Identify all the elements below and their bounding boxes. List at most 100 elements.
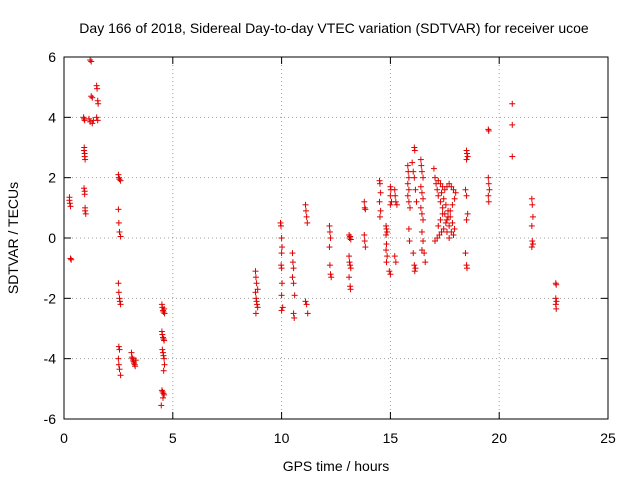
data-point <box>417 156 424 163</box>
data-point <box>392 259 399 266</box>
data-point <box>326 262 333 269</box>
data-point <box>376 180 383 187</box>
data-point <box>435 177 442 184</box>
data-point <box>86 115 93 122</box>
data-point <box>432 174 439 181</box>
data-point <box>302 201 309 208</box>
x-tick-label: 0 <box>60 430 68 446</box>
data-point <box>409 159 416 166</box>
data-point <box>278 250 285 257</box>
data-point <box>115 289 122 296</box>
data-point <box>553 281 560 288</box>
data-point <box>277 222 284 229</box>
data-point <box>418 162 425 169</box>
data-point <box>462 186 469 193</box>
data-point <box>417 183 424 190</box>
data-point <box>160 367 167 374</box>
data-point <box>346 259 353 266</box>
data-point <box>278 292 285 299</box>
data-point <box>462 250 469 257</box>
data-point <box>346 253 353 260</box>
data-point <box>411 174 418 181</box>
data-point <box>82 156 89 163</box>
data-point <box>447 213 454 220</box>
data-point <box>361 238 368 245</box>
data-point <box>411 268 418 275</box>
data-point <box>252 289 259 296</box>
x-tick-labels: 0 5 10 15 20 25 <box>60 430 616 446</box>
data-point <box>439 204 446 211</box>
data-point <box>437 198 444 205</box>
data-point <box>93 114 100 121</box>
data-point <box>361 204 368 211</box>
data-point <box>160 308 167 315</box>
data-point <box>290 310 297 317</box>
data-point <box>463 156 470 163</box>
data-point <box>387 201 394 208</box>
data-point <box>449 201 456 208</box>
data-point <box>254 301 261 308</box>
data-point <box>159 331 166 338</box>
data-point <box>327 271 334 278</box>
data-point <box>115 355 122 362</box>
data-point <box>89 94 96 101</box>
data-point <box>418 168 425 175</box>
data-point <box>383 259 390 266</box>
data-point <box>420 238 427 245</box>
data-point <box>441 186 448 193</box>
data-point <box>252 274 259 281</box>
data-point <box>413 198 420 205</box>
data-point <box>94 117 101 124</box>
x-tick-label: 25 <box>600 430 616 446</box>
data-point <box>376 213 383 220</box>
data-point <box>67 203 74 210</box>
data-point <box>88 93 95 100</box>
data-point <box>411 262 418 269</box>
data-point <box>347 262 354 269</box>
data-point <box>328 274 335 281</box>
data-point <box>553 305 560 312</box>
y-tick-label: -6 <box>44 411 57 427</box>
data-point <box>303 301 310 308</box>
data-point <box>116 346 123 353</box>
y-tick-label: 6 <box>48 49 56 65</box>
data-point <box>361 231 368 238</box>
data-point <box>303 213 310 220</box>
data-point <box>485 198 492 205</box>
data-point <box>430 165 437 172</box>
data-point <box>304 219 311 226</box>
plot-frame <box>63 56 609 420</box>
data-point <box>529 213 536 220</box>
data-point <box>346 274 353 281</box>
data-point <box>160 334 167 341</box>
data-point <box>411 147 418 154</box>
data-point <box>161 337 168 344</box>
data-point <box>464 153 471 160</box>
data-point <box>81 147 88 154</box>
data-point <box>420 174 427 181</box>
data-point <box>161 361 168 368</box>
data-point <box>383 247 390 254</box>
data-point <box>442 201 449 208</box>
data-point <box>485 192 492 199</box>
data-point <box>443 216 450 223</box>
data-point <box>384 228 391 235</box>
data-point <box>289 250 296 257</box>
data-point <box>362 206 369 213</box>
data-point <box>404 192 411 199</box>
data-point <box>418 210 425 217</box>
data-point <box>289 274 296 281</box>
data-point <box>81 117 88 124</box>
data-point <box>302 298 309 305</box>
data-point <box>485 180 492 187</box>
data-point <box>289 259 296 266</box>
data-point <box>448 183 455 190</box>
y-tick-label: -4 <box>44 351 57 367</box>
data-point <box>159 388 166 395</box>
data-point <box>117 372 124 379</box>
data-point <box>529 201 536 208</box>
data-point <box>435 222 442 229</box>
data-point <box>437 216 444 223</box>
data-point <box>440 195 447 202</box>
data-point <box>116 228 123 235</box>
